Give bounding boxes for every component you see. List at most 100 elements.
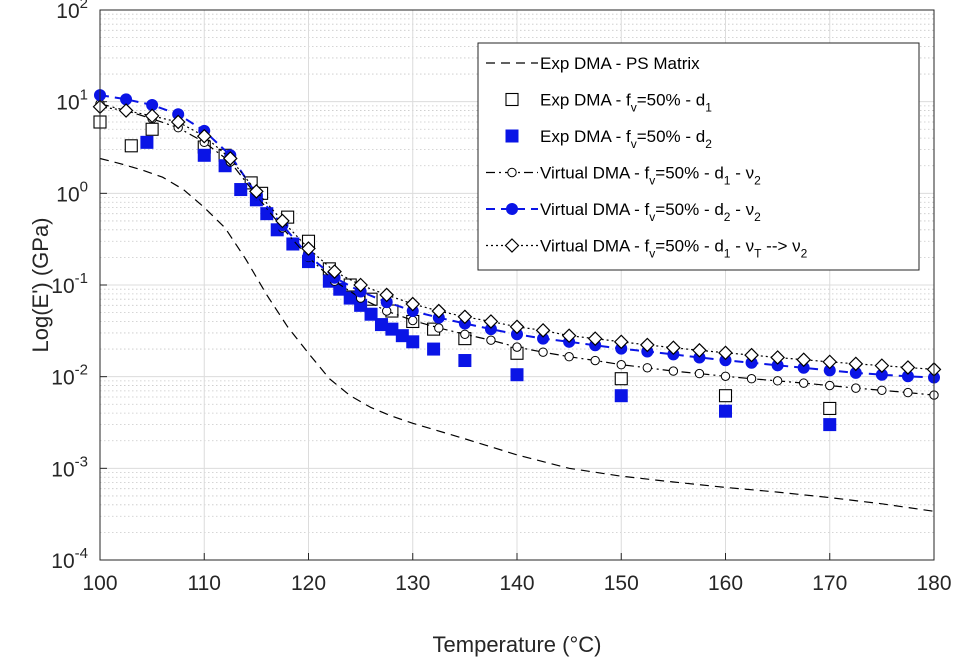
data-point [327, 264, 342, 279]
legend-label-part: - ν [730, 200, 754, 219]
data-point [587, 331, 603, 346]
legend-entry-1: Exp DMA - PS Matrix [486, 54, 700, 73]
legend-label-part: =50% - d [637, 91, 706, 110]
legend-label-part: v [631, 101, 637, 115]
x-tick-label: 170 [812, 572, 847, 595]
legend-entry-4: Virtual DMA - fv=50% - d1 - ν2 [486, 164, 761, 188]
legend-label-part: Exp DMA - f [540, 127, 631, 146]
data-point [301, 241, 316, 256]
legend-label-part: 2 [801, 247, 808, 261]
data-point [613, 334, 629, 350]
data-point [798, 378, 809, 388]
legend-label-part: Exp DMA - f [540, 91, 631, 110]
y-tick-label: 100 [56, 178, 88, 206]
legend-label-part: v [649, 210, 655, 224]
data-point [434, 323, 444, 333]
data-point [509, 319, 525, 335]
data-point [458, 354, 472, 368]
data-point [874, 358, 890, 373]
data-point [249, 184, 264, 199]
data-point [512, 342, 522, 352]
y-tick-label: 10-1 [51, 270, 88, 298]
legend-label-part: Virtual DMA - f [540, 237, 650, 256]
legend-entry-6: Virtual DMA - fv=50% - d1 - νT --> ν2 [486, 237, 808, 261]
data-point [535, 323, 551, 338]
y-tick-exponent: -4 [75, 545, 88, 562]
y-tick-base: 10 [51, 367, 74, 390]
data-point [564, 352, 574, 362]
legend-label-part: =50% - d [637, 127, 706, 146]
y-tick-base: 10 [51, 458, 74, 481]
legend-label-part: =50% - d [655, 200, 724, 219]
legend-box [477, 42, 920, 271]
data-point [506, 203, 518, 215]
x-axis-label: Temperature (°C) [433, 632, 602, 657]
data-point [505, 129, 519, 143]
y-tick-exponent: -1 [75, 270, 88, 287]
data-point [666, 340, 681, 356]
x-tick-label: 150 [604, 572, 639, 595]
data-point [460, 329, 470, 339]
y-tick-exponent: 1 [80, 87, 88, 104]
data-point [234, 183, 248, 197]
legend-label-part: v [631, 137, 637, 151]
legend-label: Virtual DMA - fv=50% - d2 - ν2 [540, 200, 761, 224]
data-point [642, 363, 653, 373]
legend-label-part: - ν [730, 237, 754, 256]
legend-entry-5: Virtual DMA - fv=50% - d2 - ν2 [486, 200, 761, 224]
data-point [483, 314, 499, 329]
data-point [505, 92, 519, 107]
data-point [538, 347, 548, 357]
x-tick-label: 100 [82, 572, 117, 595]
x-tick-label: 110 [188, 572, 221, 595]
data-point [457, 309, 473, 325]
x-tick-label: 120 [291, 572, 326, 595]
data-point [900, 360, 916, 375]
legend-label-part: 1 [724, 247, 731, 261]
series-line [99, 157, 935, 512]
data-point [719, 404, 732, 418]
data-point [668, 366, 679, 376]
legend-label-part: --> ν [761, 237, 800, 256]
data-point [196, 128, 212, 144]
data-point [877, 385, 887, 396]
legend-label-part: 1 [724, 174, 731, 188]
legend-label: Virtual DMA - fv=50% - d1 - ν2 [540, 164, 761, 188]
legend-label-part: 2 [754, 210, 761, 224]
axis-ticks: 100 110 120 130 140 150 160 170 18010-410-310-21… [51, 0, 951, 595]
data-point [507, 167, 517, 178]
legend-label: Virtual DMA - fv=50% - d1 - νT --> ν2 [540, 237, 808, 261]
data-point [140, 135, 154, 149]
legend-label-part: =50% - d [655, 164, 724, 183]
data-point [170, 114, 186, 130]
legend-label-part: - ν [730, 164, 754, 183]
data-point [614, 389, 628, 403]
data-point [823, 418, 837, 432]
data-point [406, 335, 420, 349]
legend-label-part: T [754, 247, 762, 261]
legend-label: Exp DMA - PS Matrix [540, 54, 700, 73]
data-point [694, 368, 705, 379]
y-tick-base: 10 [56, 0, 79, 23]
data-point [718, 345, 733, 361]
x-tick-label: 140 [499, 572, 534, 595]
y-tick-exponent: 2 [80, 0, 88, 12]
y-tick-base: 10 [51, 550, 74, 573]
legend-label-part: v [649, 247, 655, 261]
data-point [825, 380, 835, 391]
data-point [614, 372, 628, 386]
legend-label-part: Virtual DMA - f [540, 200, 650, 219]
legend-label-part: 2 [724, 210, 731, 224]
data-point [379, 287, 395, 303]
data-point [718, 389, 733, 403]
y-tick-exponent: 0 [80, 178, 88, 195]
y-tick-exponent: -3 [75, 453, 88, 470]
legend-label: Exp DMA - fv=50% - d1 [540, 91, 712, 115]
data-point [510, 368, 524, 382]
y-tick-label: 101 [56, 87, 88, 115]
data-point [408, 315, 418, 326]
data-point [405, 296, 421, 312]
legend-entry-3: Exp DMA - fv=50% - d2 [505, 127, 712, 151]
data-point [796, 352, 812, 368]
